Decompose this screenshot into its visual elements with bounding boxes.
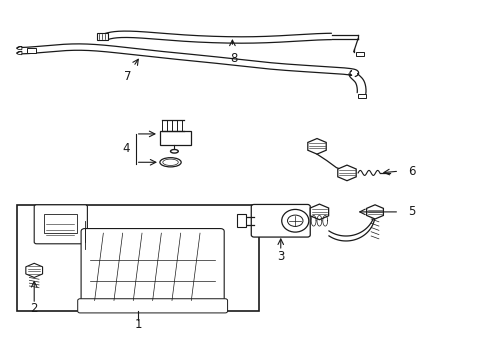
Bar [160,131,191,145]
Polygon shape [337,165,355,181]
Bar [355,52,364,56]
Text: 1: 1 [134,318,142,331]
Text: 3: 3 [277,250,284,263]
Text: 7: 7 [123,70,131,83]
Polygon shape [366,205,383,219]
Polygon shape [307,139,325,154]
Text: 8: 8 [230,52,237,65]
FancyBboxPatch shape [251,204,309,237]
Ellipse shape [287,215,303,226]
Polygon shape [26,263,42,278]
Ellipse shape [160,158,181,167]
Text: 6: 6 [407,165,414,177]
FancyBboxPatch shape [78,299,227,313]
Text: 5: 5 [407,206,414,219]
Bar [27,48,36,53]
Polygon shape [309,204,328,220]
FancyBboxPatch shape [34,205,87,244]
Ellipse shape [170,149,178,153]
Bar [17,205,259,311]
FancyBboxPatch shape [81,229,224,305]
Bar [357,94,366,99]
Bar [44,214,77,233]
Text: 2: 2 [30,302,38,315]
Text: 4: 4 [122,143,129,156]
Ellipse shape [281,210,308,232]
Bar [97,33,107,40]
Bar [237,215,245,227]
